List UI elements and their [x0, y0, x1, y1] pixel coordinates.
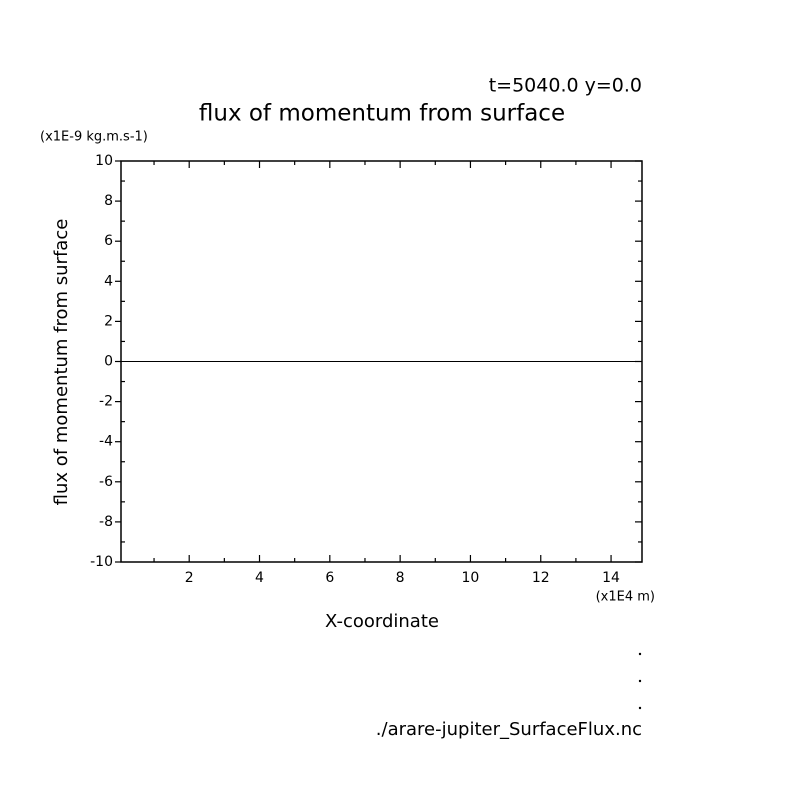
x-tick-label: 12: [532, 570, 550, 586]
y-tick-label: 4: [104, 273, 113, 289]
chart-title: flux of momentum from surface: [199, 101, 565, 127]
y-tick-label: 10: [95, 153, 113, 169]
x-axis-label: X-coordinate: [325, 611, 439, 632]
y-tick-label: -6: [99, 474, 113, 490]
y-axis-label: flux of momentum from surface: [51, 219, 72, 506]
y-tick-label: 2: [104, 313, 113, 329]
x-tick-label: 6: [325, 570, 334, 586]
y-tick-label: 0: [104, 354, 113, 370]
dot: [638, 679, 642, 683]
x-tick-label: 4: [255, 570, 264, 586]
y-tick-label: -2: [99, 394, 113, 410]
x-tick-label: 10: [462, 570, 480, 586]
x-unit: (x1E4 m): [596, 590, 655, 605]
y-tick-label: 6: [104, 233, 113, 249]
x-tick-label: 14: [602, 570, 620, 586]
y-tick-label: 8: [104, 193, 113, 209]
chart-subtitle: t=5040.0 y=0.0: [489, 75, 642, 97]
y-tick-label: -8: [99, 514, 113, 530]
y-tick-label: -4: [99, 434, 113, 450]
y-unit: (x1E-9 kg.m.s-1): [40, 130, 148, 145]
dot: [638, 652, 642, 656]
x-tick-label: 2: [185, 570, 194, 586]
dot: [638, 706, 642, 710]
x-tick-label: 8: [396, 570, 405, 586]
y-tick-label: -10: [90, 554, 113, 570]
file-name: ./arare-jupiter_SurfaceFlux.nc: [376, 719, 642, 740]
